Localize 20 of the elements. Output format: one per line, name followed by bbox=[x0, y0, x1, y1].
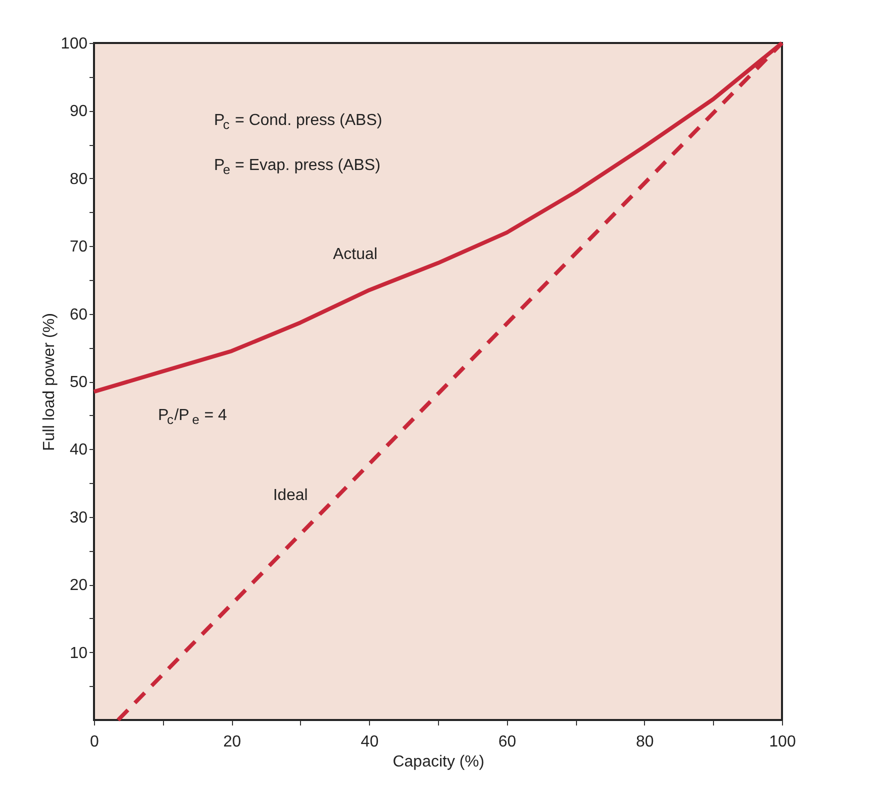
y-axis-title: Full load power (%) bbox=[40, 313, 58, 451]
y-tick-label: 30 bbox=[70, 509, 88, 526]
x-tick-label: 0 bbox=[90, 734, 100, 750]
series-label: Ideal bbox=[273, 487, 308, 504]
y-tick-label: 10 bbox=[70, 644, 88, 662]
x-axis-title: Capacity (%) bbox=[392, 754, 484, 770]
x-tick-label: 80 bbox=[636, 734, 654, 750]
y-tick-label: 90 bbox=[70, 103, 88, 120]
y-tick-label: 70 bbox=[70, 238, 88, 256]
x-tick-label: 40 bbox=[360, 734, 379, 750]
y-tick-label: 80 bbox=[70, 170, 88, 188]
y-tick-label: 50 bbox=[70, 374, 88, 391]
y-tick-label: 40 bbox=[70, 442, 88, 459]
x-tick-label: 20 bbox=[223, 734, 242, 750]
y-tick-label: 20 bbox=[70, 577, 88, 594]
y-tick-label: 100 bbox=[60, 36, 88, 52]
series-label: Actual bbox=[332, 246, 378, 264]
y-tick-label: 60 bbox=[70, 306, 88, 324]
x-tick-label: 100 bbox=[769, 734, 796, 750]
x-tick-label: 60 bbox=[498, 734, 516, 750]
